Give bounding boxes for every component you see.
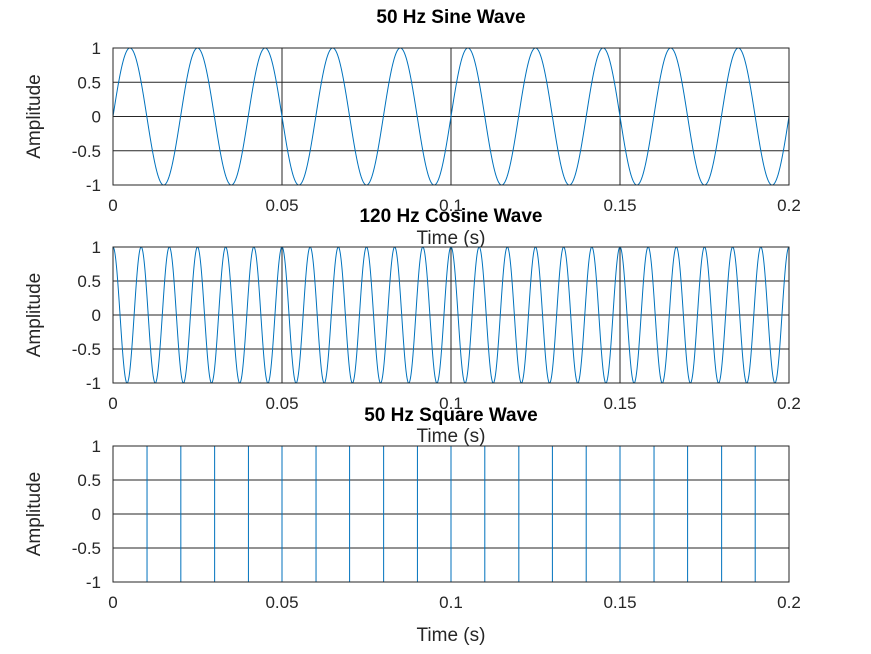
x-tick-label: 0 bbox=[108, 196, 117, 215]
x-tick-label: 0 bbox=[108, 394, 117, 413]
axes-box bbox=[112, 47, 790, 186]
y-tick-label: -0.5 bbox=[72, 142, 101, 161]
axes-box bbox=[112, 246, 790, 384]
y-axis-label: Amplitude bbox=[24, 472, 45, 557]
x-tick-label: 0.05 bbox=[265, 593, 298, 612]
y-tick-label: -0.5 bbox=[72, 539, 101, 558]
x-tick-label: 0.05 bbox=[265, 196, 298, 215]
y-tick-label: -1 bbox=[86, 374, 101, 393]
x-tick-label: 0.15 bbox=[603, 394, 636, 413]
x-tick-label: 0.05 bbox=[265, 394, 298, 413]
x-tick-label: 0.1 bbox=[439, 593, 463, 612]
y-tick-label: 0.5 bbox=[77, 471, 101, 490]
y-axis-label: Amplitude bbox=[24, 74, 45, 159]
y-tick-label: 0 bbox=[92, 108, 101, 127]
x-tick-label: 0.2 bbox=[777, 593, 801, 612]
x-tick-label: 0.2 bbox=[777, 196, 801, 215]
y-tick-label: 0 bbox=[92, 505, 101, 524]
series-line-sine bbox=[112, 47, 790, 186]
y-tick-label: 1 bbox=[92, 437, 101, 456]
y-tick-label: 1 bbox=[92, 39, 101, 58]
x-tick-label: 0.1 bbox=[439, 394, 463, 413]
series-line-square bbox=[113, 445, 790, 583]
x-axis-label: Time (s) bbox=[417, 228, 486, 249]
y-tick-label: 0.5 bbox=[77, 272, 101, 291]
subplot-3: 0 0.05 0.1 0.15 0.2 1 0.5 0 -0.5 -1 Amplitude Time … bbox=[24, 437, 801, 646]
axes-box bbox=[112, 445, 790, 583]
y-tick-label: 1 bbox=[92, 238, 101, 257]
x-axis-label: Time (s) bbox=[417, 426, 486, 447]
subplot-1: 0 0.05 0.1 0.15 0.2 1 0.5 0 -0.5 -1 Amplitude Time … bbox=[24, 39, 801, 249]
x-tick-label: 0.1 bbox=[439, 196, 463, 215]
subplot-2: 0 0.05 0.1 0.15 0.2 1 0.5 0 -0.5 -1 Amplitude Time … bbox=[24, 238, 801, 447]
chart-title: 120 Hz Cosine Wave bbox=[359, 206, 542, 227]
chart-title: 50 Hz Square Wave bbox=[364, 405, 538, 426]
x-tick-label: 0.15 bbox=[603, 196, 636, 215]
x-tick-label: 0.15 bbox=[603, 593, 636, 612]
y-tick-label: 0.5 bbox=[77, 73, 101, 92]
y-tick-label: 0 bbox=[92, 306, 101, 325]
x-tick-label: 0.2 bbox=[777, 394, 801, 413]
y-axis-label: Amplitude bbox=[24, 273, 45, 358]
x-axis-label: Time (s) bbox=[417, 625, 486, 646]
x-tick-label: 0 bbox=[108, 593, 117, 612]
chart-title: 50 Hz Sine Wave bbox=[376, 7, 525, 28]
y-tick-label: -1 bbox=[86, 573, 101, 592]
y-tick-label: -0.5 bbox=[72, 340, 101, 359]
y-tick-label: -1 bbox=[86, 176, 101, 195]
